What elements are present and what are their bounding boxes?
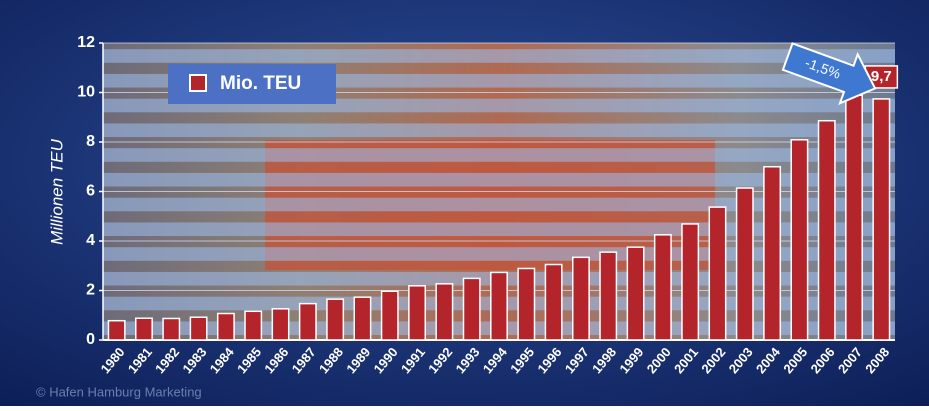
- bar: [681, 223, 700, 341]
- stripe: [103, 123, 895, 138]
- bar: [653, 234, 672, 341]
- bar: [271, 308, 290, 341]
- bar: [135, 317, 153, 341]
- stripe: [103, 172, 895, 187]
- bar: [763, 166, 782, 341]
- y-tick-label: 10: [77, 84, 95, 101]
- y-tick-label: 2: [86, 282, 95, 299]
- bar: [599, 251, 618, 341]
- y-axis-label: Millionen TEU: [47, 138, 66, 245]
- bar: [571, 256, 590, 341]
- bar: [107, 319, 126, 341]
- bar: [326, 298, 345, 341]
- legend-label: Mio. TEU: [220, 73, 301, 94]
- bar: [490, 271, 508, 341]
- y-tick-label: 8: [86, 133, 95, 150]
- arrow-shape: [781, 42, 877, 106]
- bar: [735, 187, 754, 341]
- y-tick-label: 6: [86, 183, 95, 200]
- y-tick-label: 4: [86, 232, 95, 249]
- bar: [845, 94, 863, 341]
- bar: [872, 98, 891, 341]
- bar: [817, 119, 836, 341]
- bar: [216, 312, 235, 341]
- bar: [353, 296, 372, 341]
- bar: [435, 283, 454, 341]
- stripe: [103, 197, 895, 212]
- trend-arrow: -1,5%: [781, 42, 877, 106]
- bar: [544, 263, 563, 341]
- y-tick-label: 0: [86, 331, 95, 348]
- bar: [517, 267, 536, 341]
- value-label: 9,7: [871, 68, 892, 85]
- bar: [462, 277, 481, 341]
- stripe: [103, 148, 895, 162]
- bar: [189, 316, 208, 341]
- bar: [708, 206, 727, 341]
- bar: [380, 290, 399, 341]
- bar: [298, 302, 317, 341]
- source-note: © Hafen Hamburg Marketing: [36, 384, 202, 399]
- bar: [408, 285, 427, 341]
- bar: [790, 139, 809, 341]
- bar: [244, 310, 263, 341]
- bar: [626, 246, 645, 341]
- legend-swatch: [189, 74, 207, 92]
- bar: [162, 317, 181, 341]
- stripe: [103, 49, 895, 63]
- y-tick-label: 12: [77, 34, 95, 51]
